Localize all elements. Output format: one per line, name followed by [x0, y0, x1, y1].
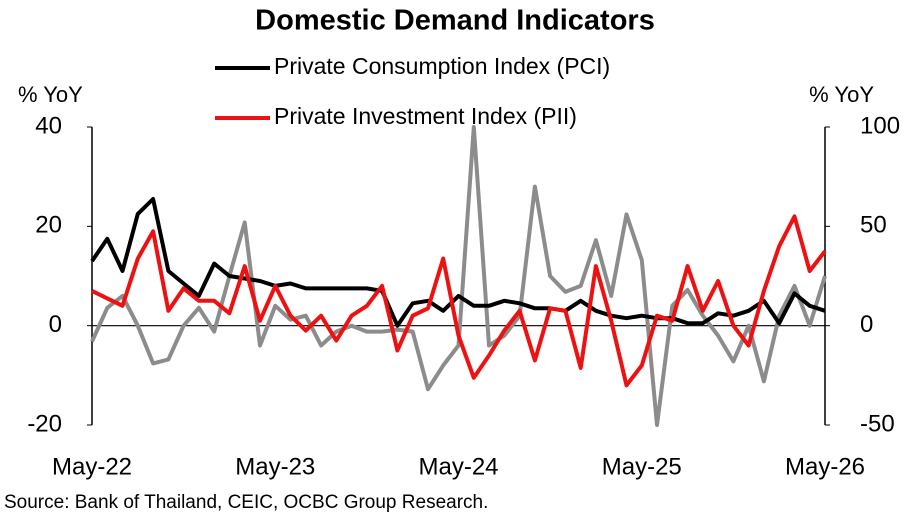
source-note: Source: Bank of Thailand, CEIC, OCBC Gro… [4, 492, 488, 513]
y2-tick-label: 50 [860, 212, 887, 239]
y-axis-label: % YoY [18, 82, 83, 107]
y-tick-label: 0 [49, 311, 62, 338]
series-line [91, 214, 827, 388]
y-tick-label: 40 [35, 112, 62, 139]
y2-tick-label: 100 [860, 112, 900, 139]
y-tick-label: 20 [35, 212, 62, 239]
x-tick-label: May-24 [418, 453, 498, 480]
y2-axis-label: % YoY [809, 82, 874, 107]
x-tick-label: May-25 [602, 453, 682, 480]
y2-tick-label: 0 [860, 311, 873, 338]
legend-label: Private Investment Index (PII) [274, 103, 577, 129]
y2-tick-label: -50 [860, 410, 895, 437]
x-tick-label: May-22 [52, 453, 132, 480]
x-tick-label: May-23 [235, 453, 315, 480]
series-line [90, 125, 827, 427]
x-tick-label: May-26 [785, 453, 865, 480]
legend-label: Private Consumption Index (PCI) [274, 53, 610, 79]
series-line [90, 197, 826, 328]
y-tick-label: -20 [27, 410, 62, 437]
chart-title: Domestic Demand Indicators [255, 5, 655, 37]
